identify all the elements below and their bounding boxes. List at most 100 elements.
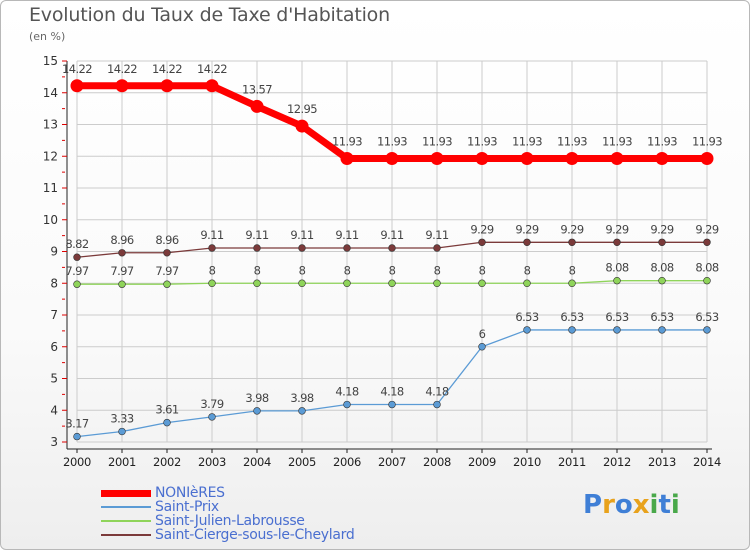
- data-point: [163, 249, 171, 257]
- data-label: 8.08: [695, 261, 718, 275]
- data-label: 9.11: [425, 228, 448, 242]
- data-label: 4.18: [335, 385, 358, 399]
- data-label: 14.22: [62, 62, 92, 76]
- data-label: 9.29: [650, 222, 673, 236]
- data-point: [388, 400, 396, 409]
- data-label: 8: [524, 263, 531, 277]
- legend-label: Saint-Prix: [155, 499, 219, 515]
- data-label: 9.29: [560, 222, 583, 236]
- data-label: 9.11: [200, 228, 223, 242]
- y-tick-label: 8: [50, 276, 58, 290]
- x-tick-label: 2009: [468, 455, 496, 469]
- data-label: 3.33: [110, 412, 133, 426]
- data-point: [160, 79, 174, 93]
- data-point: [208, 244, 216, 252]
- data-point: [523, 238, 531, 246]
- data-label: 9.29: [695, 222, 718, 236]
- data-point: [163, 418, 171, 427]
- x-tick-label: 2008: [423, 455, 451, 469]
- data-point: [433, 244, 441, 252]
- proxiti-logo: Proxiti: [583, 490, 680, 520]
- x-tick-label: 2003: [198, 455, 226, 469]
- logo-letter: x: [632, 490, 650, 520]
- data-label: 14.22: [152, 62, 182, 76]
- data-point: [253, 279, 261, 287]
- data-label: 4.18: [425, 385, 448, 399]
- data-label: 8: [569, 263, 576, 277]
- y-tick-label: 12: [43, 149, 58, 163]
- data-point: [298, 407, 306, 415]
- legend-label: NONIèRES: [155, 485, 225, 501]
- data-point: [568, 238, 576, 246]
- data-point: [475, 151, 489, 165]
- data-label: 11.93: [647, 134, 677, 148]
- data-point: [208, 413, 216, 421]
- data-point: [118, 280, 126, 288]
- data-point: [478, 238, 486, 246]
- data-point: [253, 244, 261, 252]
- data-point: [568, 279, 576, 287]
- x-tick-label: 2007: [378, 455, 406, 469]
- data-label: 11.93: [377, 134, 407, 148]
- data-point: [703, 277, 711, 285]
- data-label: 9.29: [470, 222, 493, 236]
- data-label: 11.93: [692, 134, 722, 148]
- data-label: 12.95: [287, 102, 317, 116]
- data-point: [250, 99, 264, 113]
- data-point: [388, 244, 396, 252]
- y-tick-label: 10: [43, 213, 58, 227]
- data-label: 7.97: [155, 264, 178, 278]
- legend-label: Saint-Cierge-sous-le-Cheylard: [155, 527, 355, 543]
- logo-letter: o: [614, 490, 633, 520]
- y-tick-label: 14: [43, 86, 58, 100]
- y-tick-label: 13: [43, 118, 58, 132]
- data-point: [523, 326, 531, 334]
- data-label: 3.17: [65, 417, 88, 431]
- data-point: [118, 427, 126, 436]
- data-label: 3.79: [200, 397, 223, 411]
- data-label: 11.93: [512, 134, 542, 148]
- data-point: [70, 79, 84, 93]
- chart-unit-label: (en %): [29, 30, 66, 43]
- chart-title: Evolution du Taux de Taxe d'Habitation: [29, 4, 390, 26]
- x-tick-label: 2004: [243, 455, 271, 469]
- data-label: 8: [299, 263, 306, 277]
- data-label: 6.53: [650, 310, 673, 324]
- data-point: [610, 151, 624, 165]
- data-label: 6.53: [695, 310, 718, 324]
- data-label: 4.18: [380, 385, 403, 399]
- data-label: 14.22: [197, 62, 227, 76]
- data-label: 14.22: [107, 62, 137, 76]
- data-label: 9.29: [515, 222, 538, 236]
- data-label: 8: [389, 263, 396, 277]
- data-label: 13.57: [242, 82, 272, 96]
- data-label: 6: [479, 327, 486, 341]
- x-tick-label: 2012: [603, 455, 631, 469]
- data-label: 11.93: [602, 134, 632, 148]
- data-point: [703, 326, 711, 334]
- data-label: 8: [479, 263, 486, 277]
- y-tick-label: 7: [50, 308, 58, 322]
- data-point: [205, 79, 219, 93]
- data-point: [433, 279, 441, 287]
- data-point: [655, 151, 669, 165]
- legend-swatch: [101, 534, 151, 536]
- data-point: [520, 151, 534, 165]
- data-label: 7.97: [65, 264, 88, 278]
- y-tick-label: 9: [50, 245, 58, 259]
- data-point: [115, 79, 129, 93]
- legend-swatch: [101, 520, 151, 522]
- y-tick-label: 15: [43, 54, 58, 68]
- y-tick-label: 11: [43, 181, 58, 195]
- data-point: [163, 280, 171, 288]
- data-label: 8: [209, 263, 216, 277]
- data-label: 8.08: [605, 261, 628, 275]
- data-point: [343, 244, 351, 252]
- data-point: [478, 343, 486, 351]
- legend-swatch: [101, 506, 151, 508]
- data-label: 11.93: [467, 134, 497, 148]
- data-label: 9.29: [605, 222, 628, 236]
- data-point: [658, 326, 666, 334]
- data-label: 8: [344, 263, 351, 277]
